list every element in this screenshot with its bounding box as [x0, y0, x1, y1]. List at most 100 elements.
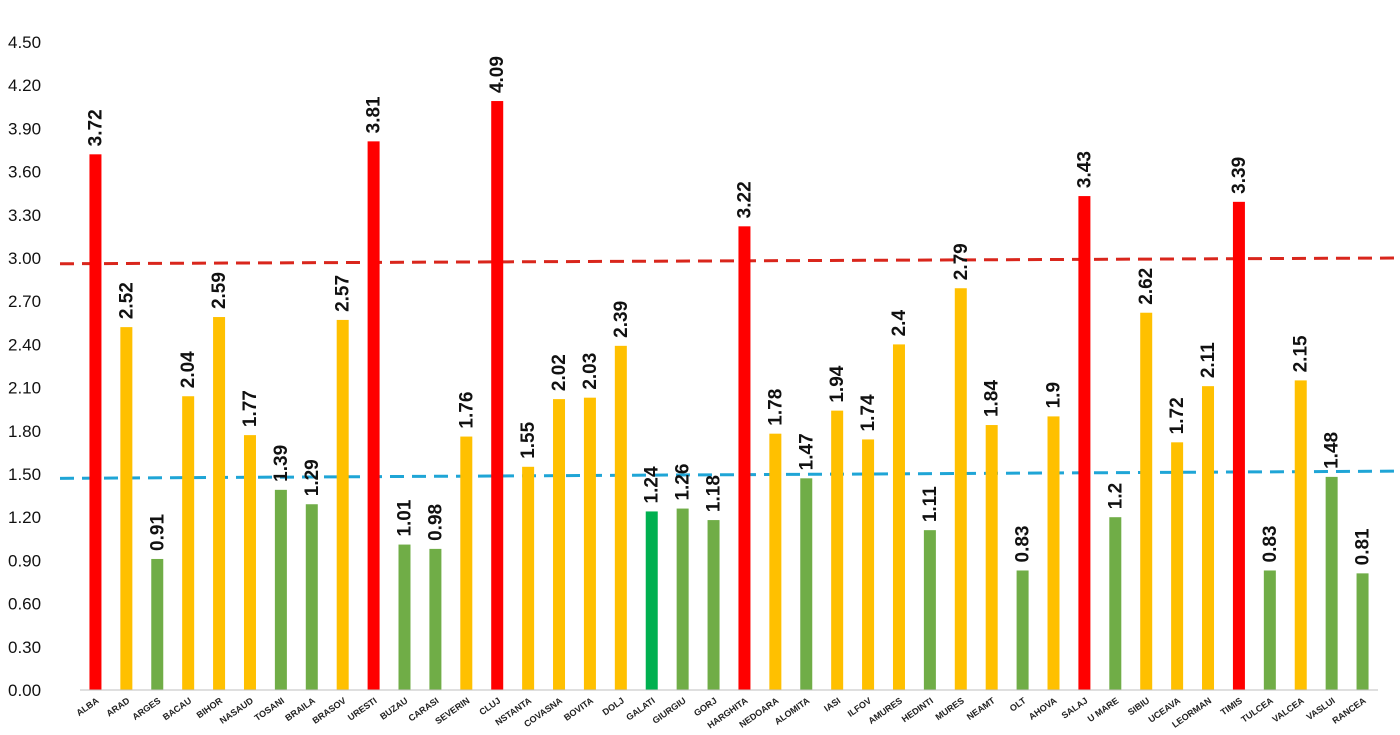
- data-label: 2.39: [611, 301, 632, 338]
- data-label: 0.98: [425, 504, 446, 541]
- x-tick-label: ARGES: [130, 695, 162, 722]
- y-tick-label: 3.60: [8, 163, 41, 182]
- data-label: 2.04: [178, 351, 199, 388]
- bar: [553, 399, 566, 690]
- x-tick-label: IASI: [822, 695, 842, 713]
- x-tick-label: OLT: [1008, 695, 1028, 713]
- bar: [336, 319, 349, 690]
- x-tick-label: GIURGIU: [651, 695, 688, 725]
- bar: [243, 435, 256, 690]
- data-label: 2.59: [209, 272, 230, 309]
- bar: [769, 433, 782, 690]
- data-label: 1.48: [1322, 432, 1343, 469]
- x-tick-label: BUZAU: [378, 695, 410, 721]
- data-label: 2.79: [951, 243, 972, 280]
- x-tick-label: U MARE: [1086, 695, 1121, 724]
- x-tick-label: DOLJ: [601, 695, 626, 717]
- x-tick-label: BACAU: [161, 695, 193, 722]
- y-tick-label: 3.00: [8, 249, 41, 268]
- data-label: 1.94: [827, 365, 848, 402]
- bar: [460, 436, 473, 690]
- bar: [1294, 380, 1307, 690]
- bar: [1202, 386, 1215, 690]
- data-label: 1.74: [858, 394, 879, 431]
- data-label: 4.09: [487, 56, 508, 93]
- data-label: 2.4: [889, 310, 910, 337]
- bar: [954, 288, 967, 690]
- data-label: 3.22: [734, 181, 755, 218]
- data-label: 0.91: [147, 514, 168, 551]
- y-tick-label: 0.00: [8, 681, 41, 700]
- bar: [398, 544, 411, 690]
- data-label: 1.47: [796, 433, 817, 470]
- y-tick-label: 2.40: [8, 335, 41, 354]
- x-tick-label: NEAMT: [965, 695, 997, 722]
- x-tick-label: SALAJ: [1060, 695, 1090, 720]
- x-tick-label: TULCEA: [1239, 695, 1275, 724]
- bar: [1078, 196, 1091, 690]
- data-label: 1.11: [920, 486, 941, 522]
- y-tick-label: 4.20: [8, 76, 41, 95]
- data-label: 2.02: [549, 354, 570, 391]
- y-axis-ticks: 0.00 0.30 0.60 0.90 1.20 1.50 1.80 2.10 2.40 2.70…: [8, 33, 41, 700]
- y-tick-label: 0.30: [8, 638, 41, 657]
- bar: [1171, 442, 1184, 690]
- bar: [800, 478, 813, 690]
- y-tick-label: 4.50: [8, 33, 41, 52]
- data-label: 1.55: [518, 421, 539, 458]
- bar: [862, 439, 875, 690]
- data-label: 2.15: [1291, 335, 1312, 372]
- x-tick-label: RANCEA: [1330, 695, 1368, 726]
- bar: [491, 101, 504, 691]
- bar: [831, 410, 844, 690]
- bar: [151, 558, 164, 690]
- bar: [1047, 416, 1060, 690]
- x-tick-label: TIMIS: [1219, 695, 1244, 717]
- x-tick-label: URESTI: [346, 695, 379, 722]
- x-tick-label: SIBIU: [1126, 695, 1151, 717]
- data-label: 1.77: [240, 390, 261, 427]
- bar: [583, 397, 596, 690]
- data-label: 0.83: [1260, 525, 1281, 562]
- data-label: 0.83: [1013, 525, 1034, 562]
- data-labels: 3.72 2.52 0.91 2.04 2.59 1.77 1.39 1.29 2.57 3.81…: [85, 56, 1373, 565]
- data-label: 2.52: [116, 282, 137, 319]
- x-tick-label: HEDINTI: [900, 695, 935, 724]
- bar: [1356, 573, 1369, 690]
- bar: [738, 226, 751, 690]
- bar: [985, 425, 998, 690]
- reference-line: [59, 256, 1400, 266]
- y-tick-label: 3.90: [8, 119, 41, 138]
- data-label: 1.78: [765, 389, 786, 426]
- data-label: 1.2: [1105, 483, 1126, 509]
- data-label: 3.39: [1229, 157, 1250, 194]
- data-label: 1.39: [271, 445, 292, 482]
- data-label: 0.81: [1353, 528, 1374, 565]
- bar: [1325, 476, 1338, 690]
- bar: [213, 317, 226, 690]
- y-tick-label: 0.60: [8, 595, 41, 614]
- y-tick-label: 1.20: [8, 508, 41, 527]
- bar: [1232, 201, 1245, 690]
- bar: [182, 396, 195, 690]
- bar: [707, 520, 720, 690]
- x-tick-label: BOVITA: [562, 695, 595, 723]
- x-tick-label: BRASOV: [311, 695, 348, 725]
- y-tick-label: 0.90: [8, 551, 41, 570]
- bar: [274, 489, 287, 690]
- y-tick-label: 2.10: [8, 379, 41, 398]
- bar: [1263, 570, 1276, 690]
- data-label: 1.29: [302, 459, 323, 496]
- data-label: 1.18: [704, 475, 725, 512]
- x-tick-label: AMURES: [866, 695, 904, 726]
- bar: [1109, 517, 1122, 690]
- bar: [1016, 570, 1029, 690]
- data-label: 1.24: [642, 466, 663, 503]
- x-tick-label: VALCEA: [1270, 695, 1306, 724]
- bar: [522, 466, 535, 690]
- bar: [1140, 312, 1153, 690]
- reference-lines: [59, 256, 1400, 480]
- data-label: 3.81: [364, 96, 385, 133]
